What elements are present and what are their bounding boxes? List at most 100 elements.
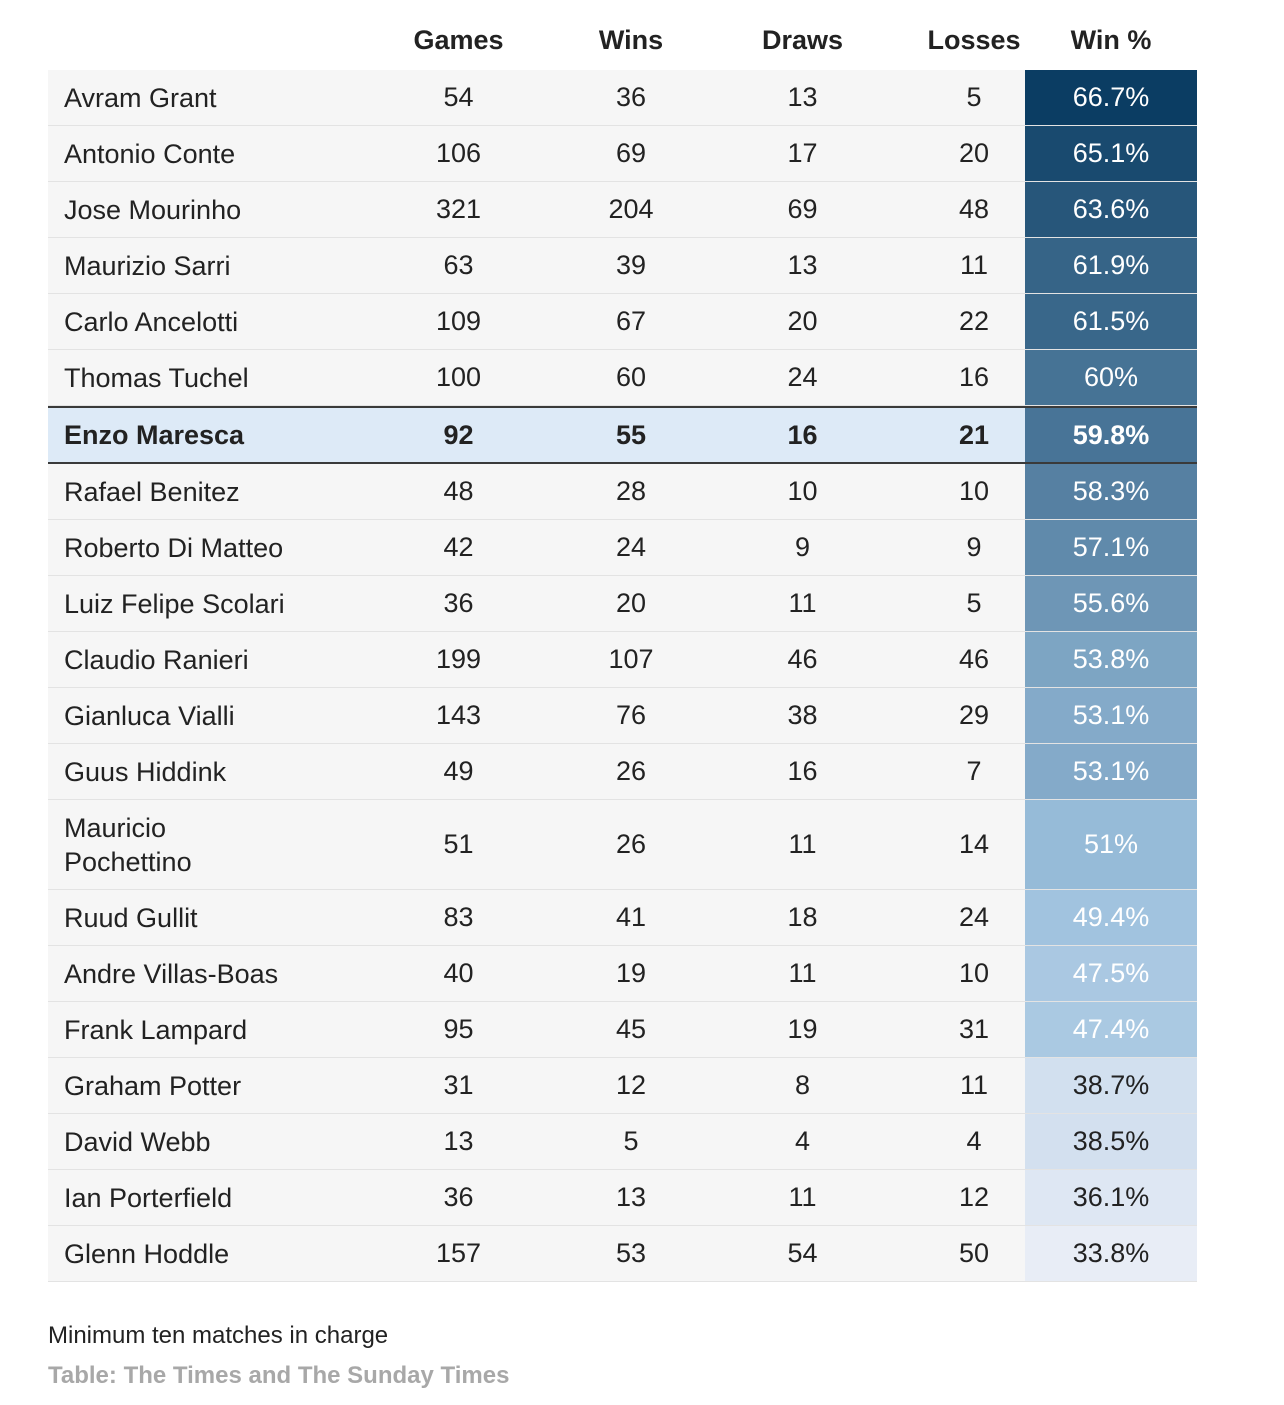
games-cell: 42 [443,532,474,562]
losses-cell: 5 [966,588,982,618]
losses-cell: 16 [958,362,990,392]
games-cell: 51 [443,829,474,859]
manager-name: Jose Mourinho [64,194,242,225]
draws-cell: 8 [794,1070,811,1100]
table-row: Graham Potter 31 12 8 11 38.7% [48,1058,1197,1114]
win-pct-cell: 61.9% [1025,238,1197,293]
table-row: Antonio Conte 106 69 17 20 65.1% [48,126,1197,182]
table-row: Carlo Ancelotti 109 67 20 22 61.5% [48,294,1197,350]
draws-cell: 38 [787,700,818,730]
games-cell: 100 [435,362,482,392]
wins-cell: 26 [615,756,647,786]
draws-cell: 24 [787,362,818,392]
games-cell: 31 [443,1070,474,1100]
losses-cell: 21 [958,419,990,450]
wins-cell: 45 [615,1014,647,1044]
manager-name: Gianluca Vialli [64,700,235,731]
win-pct-cell: 59.8% [1025,408,1197,462]
table-row: Thomas Tuchel 100 60 24 16 60% [48,350,1197,406]
header-draws: Draws [761,24,844,55]
win-pct-cell: 38.5% [1025,1114,1197,1169]
wins-cell: 20 [615,588,647,618]
games-cell: 49 [443,756,474,786]
win-pct-cell: 53.1% [1025,688,1197,743]
header-name [48,38,336,40]
win-pct-cell: 57.1% [1025,520,1197,575]
win-pct-cell: 63.6% [1025,182,1197,237]
games-cell: 157 [435,1238,482,1268]
manager-name: Enzo Maresca [64,420,245,450]
header-win-pct: Win % [1070,24,1152,55]
draws-cell: 46 [787,644,818,674]
table-row: Roberto Di Matteo 42 24 9 9 57.1% [48,520,1197,576]
win-pct-cell: 55.6% [1025,576,1197,631]
losses-cell: 5 [966,82,982,112]
manager-name: Mauricio Pochettino [64,812,192,877]
wins-cell: 39 [615,250,647,280]
win-pct-cell: 61.5% [1025,294,1197,349]
win-pct-cell: 36.1% [1025,1170,1197,1225]
table-row: Rafael Benitez 48 28 10 10 58.3% [48,464,1197,520]
win-pct-cell: 47.4% [1025,1002,1197,1057]
games-cell: 36 [443,1182,474,1212]
losses-cell: 7 [966,756,982,786]
wins-cell: 60 [615,362,647,392]
table-body: Avram Grant 54 36 13 5 66.7% Antonio Conte 106 6… [48,70,1197,1282]
win-pct-cell: 47.5% [1025,946,1197,1001]
manager-name: Antonio Conte [64,138,236,169]
table-row: Ruud Gullit 83 41 18 24 49.4% [48,890,1197,946]
table-row: Guus Hiddink 49 26 16 7 53.1% [48,744,1197,800]
manager-name: Maurizio Sarri [64,250,231,281]
losses-cell: 48 [958,194,990,224]
table-row: Andre Villas-Boas 40 19 11 10 47.5% [48,946,1197,1002]
games-cell: 63 [443,250,474,280]
games-cell: 13 [443,1126,474,1156]
manager-name: Roberto Di Matteo [64,532,284,563]
manager-name: Ruud Gullit [64,902,198,933]
wins-cell: 36 [615,82,647,112]
header-wins: Wins [598,24,664,55]
table-row: Claudio Ranieri 199 107 46 46 53.8% [48,632,1197,688]
games-cell: 40 [443,958,474,988]
games-cell: 143 [435,700,482,730]
draws-cell: 54 [787,1238,818,1268]
wins-cell: 55 [615,419,647,450]
draws-cell: 17 [787,138,818,168]
wins-cell: 13 [615,1182,647,1212]
win-pct-cell: 65.1% [1025,126,1197,181]
manager-name: Luiz Felipe Scolari [64,588,285,619]
draws-cell: 13 [787,250,818,280]
losses-cell: 31 [958,1014,990,1044]
manager-name: Graham Potter [64,1070,242,1101]
manager-name: Andre Villas-Boas [64,958,279,989]
win-pct-cell: 60% [1025,350,1197,405]
losses-cell: 9 [966,532,982,562]
table-row: David Webb 13 5 4 4 38.5% [48,1114,1197,1170]
wins-cell: 28 [615,476,647,506]
games-cell: 83 [443,902,474,932]
games-cell: 109 [435,306,482,336]
table-row: Glenn Hoddle 157 53 54 50 33.8% [48,1226,1197,1282]
header-games: Games [413,24,504,55]
manager-name: Guus Hiddink [64,756,227,787]
manager-name: David Webb [64,1126,211,1157]
losses-cell: 24 [958,902,990,932]
manager-name: Claudio Ranieri [64,644,249,675]
manager-name: Thomas Tuchel [64,362,249,393]
table-row: Frank Lampard 95 45 19 31 47.4% [48,1002,1197,1058]
draws-cell: 20 [787,306,818,336]
draws-cell: 10 [787,476,818,506]
win-pct-cell: 66.7% [1025,70,1197,125]
losses-cell: 29 [958,700,990,730]
header-losses: Losses [927,24,1021,55]
wins-cell: 204 [608,194,654,224]
draws-cell: 11 [788,1182,817,1212]
wins-cell: 69 [615,138,647,168]
table-row: Enzo Maresca 92 55 16 21 59.8% [48,406,1197,464]
wins-cell: 26 [615,829,647,859]
manager-name: Glenn Hoddle [64,1238,230,1269]
losses-cell: 4 [966,1126,982,1156]
draws-cell: 18 [787,902,818,932]
games-cell: 199 [435,644,482,674]
footnote: Minimum ten matches in charge [48,1322,389,1349]
